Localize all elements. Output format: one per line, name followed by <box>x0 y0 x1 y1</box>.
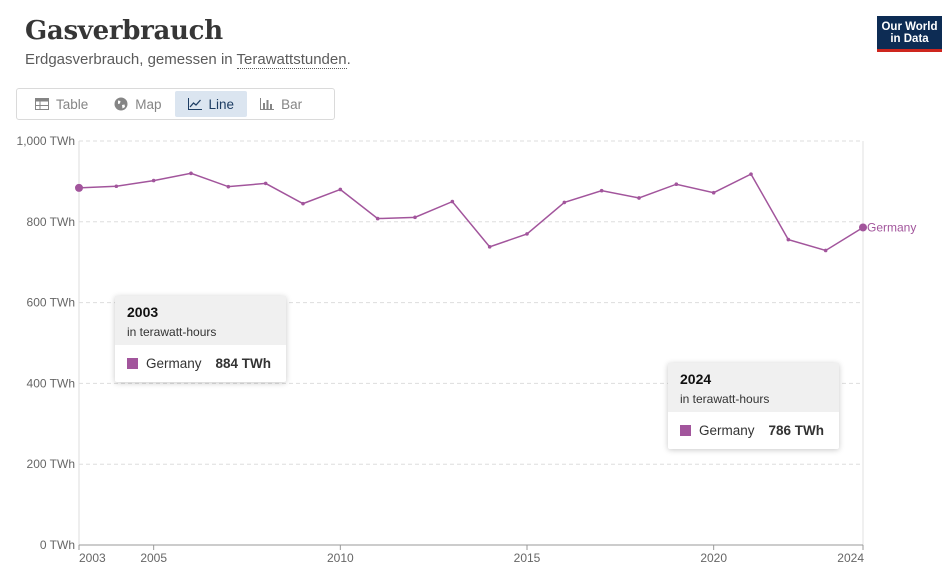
series-end-label: Germany <box>867 220 916 234</box>
data-point <box>823 248 828 253</box>
y-tick-label: 400 TWh <box>27 376 75 390</box>
tooltip-year: 2024 <box>680 371 712 387</box>
data-point <box>487 245 492 249</box>
data-point <box>375 216 380 221</box>
data-point <box>226 184 231 189</box>
data-point <box>413 215 417 220</box>
y-tick-label: 200 TWh <box>27 457 75 471</box>
x-tick-label: 2010 <box>327 551 354 565</box>
data-point <box>189 171 193 176</box>
table-icon <box>35 98 49 110</box>
bar-chart-icon <box>260 98 275 110</box>
tab-bar-label: Bar <box>281 96 303 112</box>
series-line-germany <box>78 172 864 252</box>
y-tick-label: 800 TWh <box>27 215 75 229</box>
data-point <box>338 187 343 192</box>
tooltip-2003: 2003 in terawatt-hours Germany 884 TWh <box>115 296 286 382</box>
x-tick-label: 2024 <box>837 551 864 565</box>
tab-line-label: Line <box>208 96 235 112</box>
data-point <box>263 181 268 186</box>
data-point <box>749 172 753 176</box>
x-tick-label: 2005 <box>140 551 167 565</box>
data-point <box>599 188 604 193</box>
subtitle-text: Erdgasverbrauch, gemessen in <box>25 51 237 68</box>
subtitle-suffix: . <box>346 51 351 68</box>
owid-logo[interactable]: Our World in Data <box>877 16 942 52</box>
data-point <box>301 201 305 206</box>
data-point <box>674 182 679 187</box>
view-tabs: Table Map Line Bar <box>16 88 335 120</box>
tooltip-header: 2003 in terawatt-hours <box>115 296 286 345</box>
data-point <box>786 237 791 242</box>
x-tick-label: 2003 <box>79 551 106 565</box>
data-point <box>151 178 156 183</box>
tooltip-entity: Germany <box>699 423 755 438</box>
series-swatch <box>680 425 691 436</box>
tooltip-row: Germany 884 TWh <box>115 345 286 382</box>
tooltip-value: 884 TWh <box>215 356 272 371</box>
data-point <box>75 183 83 192</box>
tab-table-label: Table <box>56 96 89 112</box>
tooltip-value: 786 TWh <box>768 423 825 438</box>
data-point <box>525 232 529 236</box>
tab-table[interactable]: Table <box>22 91 101 117</box>
tooltip-entity: Germany <box>146 356 202 371</box>
y-tick-label: 600 TWh <box>27 296 75 310</box>
data-point <box>711 190 716 195</box>
tab-map-label: Map <box>135 96 162 112</box>
chart-title: Gasverbrauch <box>25 16 223 46</box>
tab-line[interactable]: Line <box>174 91 248 117</box>
terawattstunden-link[interactable]: Terawattstunden <box>236 51 347 69</box>
data-point <box>114 184 119 189</box>
series-swatch <box>127 358 138 369</box>
tooltip-year: 2003 <box>127 304 159 320</box>
tooltip-row: Germany 786 TWh <box>668 412 839 449</box>
tooltip-header: 2024 in terawatt-hours <box>668 363 839 412</box>
x-tick-label: 2015 <box>514 551 541 565</box>
logo-line-2: in Data <box>890 33 929 45</box>
data-point <box>637 196 641 200</box>
data-point <box>859 223 867 232</box>
tooltip-unit: in terawatt-hours <box>127 325 217 339</box>
tab-map[interactable]: Map <box>101 91 174 117</box>
data-point <box>562 200 567 205</box>
x-tick-label: 2020 <box>700 551 727 565</box>
tooltip-2024: 2024 in terawatt-hours Germany 786 TWh <box>668 363 839 449</box>
line-chart-icon <box>187 98 202 110</box>
y-tick-label: 1,000 TWh <box>17 134 75 148</box>
logo-line-1: Our World <box>881 21 938 33</box>
chart-subtitle: Erdgasverbrauch, gemessen in Terawattstu… <box>25 51 351 69</box>
data-point <box>450 199 455 204</box>
tooltip-unit: in terawatt-hours <box>680 392 770 406</box>
y-tick-label: 0 TWh <box>40 538 75 552</box>
globe-icon <box>114 97 128 111</box>
tab-bar[interactable]: Bar <box>247 91 315 117</box>
